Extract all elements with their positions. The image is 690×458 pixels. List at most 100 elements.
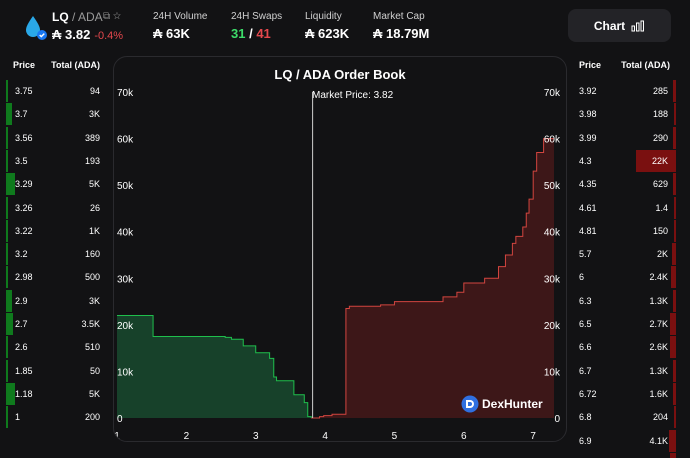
sell-order-row[interactable]: 3.99 290	[574, 126, 676, 149]
buy-order-price: 3.26	[15, 202, 33, 213]
y-tick-label-right: 20k	[544, 321, 561, 332]
sell-order-price: 3.98	[579, 109, 597, 120]
sell-depth-bar	[670, 313, 676, 335]
bar-chart-icon	[631, 20, 645, 31]
y-tick-label-right: 30k	[544, 274, 561, 285]
buy-order-total: 3.5K	[81, 319, 100, 329]
sell-order-row[interactable]: 4.3 22K	[574, 149, 676, 172]
y-tick-label-left: 40k	[117, 228, 134, 239]
star-icon[interactable]: ☆	[112, 11, 122, 22]
sell-order-row[interactable]: 4.61 1.4	[574, 196, 676, 219]
buy-order-price: 1.85	[15, 365, 33, 376]
y-tick-label-left: 70k	[117, 88, 134, 99]
buy-order-price: 2.7	[15, 319, 28, 329]
sell-order-row[interactable]: 3.92 285	[574, 80, 676, 102]
buy-order-total: 200	[84, 412, 100, 423]
buy-order-row[interactable]: 2.98 500	[6, 266, 106, 289]
buy-order-row[interactable]: 2.7 3.5K	[6, 313, 106, 335]
y-tick-label-left: 10k	[117, 367, 134, 378]
sell-order-total: 2.6K	[649, 342, 668, 353]
buy-order-row[interactable]: 3.2 160	[6, 243, 106, 266]
sell-order-row[interactable]: 6.3 1.3K	[574, 289, 676, 312]
sell-order-row[interactable]: 4.81 150	[574, 219, 676, 242]
sell-depth-bar	[669, 429, 676, 452]
buy-order-total: 160	[84, 249, 100, 260]
sell-depth-bar	[673, 219, 676, 242]
sell-order-row[interactable]: 6.6 2.6K	[574, 336, 676, 359]
buy-order-price: 3.22	[15, 225, 33, 236]
buy-order-row[interactable]: 1 200	[6, 406, 106, 429]
order-book-chart[interactable]: LQ / ADA Order Book 0 0 10k 10k 20k 20k 30k 30k…	[113, 56, 567, 442]
sell-order-price: 5.7	[579, 249, 592, 260]
buy-depth-bar	[6, 313, 14, 335]
sell-order-row[interactable]: 6.942.9K	[574, 452, 676, 458]
token-logo	[26, 16, 47, 40]
buy-order-row[interactable]: 3.7 3K	[6, 103, 106, 126]
sell-order-price: 4.3	[579, 155, 592, 166]
buy-orders-table: Price Total (ADA) 3.75 94 3.7 3K 3.56 389 3.5 1…	[6, 56, 106, 458]
buy-order-price: 2.9	[15, 295, 28, 306]
buy-order-total: 94	[89, 86, 100, 96]
x-tick-label: 1	[114, 431, 120, 442]
buy-order-price: 3.5	[15, 155, 28, 166]
sell-order-row[interactable]: 4.35 629	[574, 173, 676, 196]
sell-order-price: 6.6	[579, 342, 592, 353]
sell-order-price: 6.72	[579, 388, 597, 399]
token-header: LQ / ADA ⧉ ☆ ₳ 3.82 -0.4% 24H Volume ₳ 63…	[0, 0, 690, 50]
sell-depth-bar	[636, 149, 676, 172]
buy-order-price: 3.56	[15, 132, 33, 143]
buy-depth-area	[117, 315, 312, 418]
buy-order-total: 3K	[88, 109, 100, 120]
buy-depth-bar	[6, 382, 15, 405]
buy-order-total: 5K	[88, 179, 100, 190]
buy-order-row[interactable]: 2.9 3K	[6, 289, 106, 312]
buy-order-total: 50	[89, 365, 100, 376]
buy-order-row[interactable]: 3.22 1K	[6, 219, 106, 242]
sell-order-row[interactable]: 3.98 188	[574, 103, 676, 126]
sell-order-row[interactable]: 6.72 1.6K	[574, 382, 676, 405]
sell-price-header: Price	[579, 60, 602, 70]
sell-depth-bar	[671, 243, 676, 266]
buy-order-row[interactable]: 2.6 510	[6, 336, 106, 359]
buy-order-row[interactable]: 3.56 389	[6, 126, 106, 149]
sell-order-price: 4.35	[579, 179, 597, 190]
y-tick-label-right: 50k	[544, 181, 561, 192]
sell-depth-bar	[672, 359, 676, 382]
buy-order-row[interactable]: 3.75 94	[6, 80, 106, 102]
buy-order-row[interactable]: 3.5 193	[6, 149, 106, 172]
copy-icon[interactable]: ⧉	[103, 11, 111, 22]
buy-order-row[interactable]: 1.85 50	[6, 359, 106, 382]
y-tick-label-right: 60k	[544, 135, 561, 146]
buy-order-total: 193	[84, 155, 100, 166]
sell-order-row[interactable]: 6.5 2.7K	[574, 313, 676, 335]
y-tick-label-right: 10k	[544, 367, 561, 378]
chart-button[interactable]: Chart	[568, 9, 671, 42]
depth-chart-svg: 0 0 10k 10k 20k 20k 30k 30k 40k 40k 50k 50k 60k 60k 70…	[114, 88, 561, 442]
sell-order-row[interactable]: 6 2.4K	[574, 266, 676, 289]
stat-swaps: 24H Swaps 31 / 41	[231, 11, 283, 41]
token-price: ₳ 3.82 -0.4%	[52, 27, 124, 42]
buy-order-total: 500	[84, 272, 100, 283]
buy-order-row[interactable]: 1.18 5K	[6, 382, 106, 405]
x-tick-label: 2	[184, 431, 190, 442]
stat-liquidity: Liquidity ₳ 623K	[305, 11, 350, 41]
sell-order-row[interactable]: 6.9 4.1K	[574, 429, 676, 452]
buy-order-row[interactable]: 3.29 5K	[6, 173, 106, 196]
sell-order-row[interactable]: 6.7 1.3K	[574, 359, 676, 382]
buy-order-price: 2.98	[15, 272, 33, 283]
sell-order-row[interactable]: 6.8 204	[574, 406, 676, 429]
buy-depth-bar	[6, 406, 8, 429]
x-tick-label: 5	[392, 431, 398, 442]
buy-order-total: 389	[84, 132, 100, 143]
sell-depth-area	[311, 138, 554, 419]
buy-depth-bar	[6, 126, 9, 149]
buy-depth-bar	[6, 243, 8, 266]
sell-depth-bar	[673, 126, 676, 149]
sell-order-price: 6.8	[579, 412, 592, 423]
stat-market-cap: Market Cap ₳ 18.79M	[373, 11, 430, 41]
buy-depth-bar	[6, 173, 15, 196]
buy-order-price: 2.6	[15, 342, 28, 353]
sell-order-total: 2K	[656, 249, 668, 260]
buy-order-row[interactable]: 3.26 26	[6, 196, 106, 219]
sell-order-row[interactable]: 5.7 2K	[574, 243, 676, 266]
